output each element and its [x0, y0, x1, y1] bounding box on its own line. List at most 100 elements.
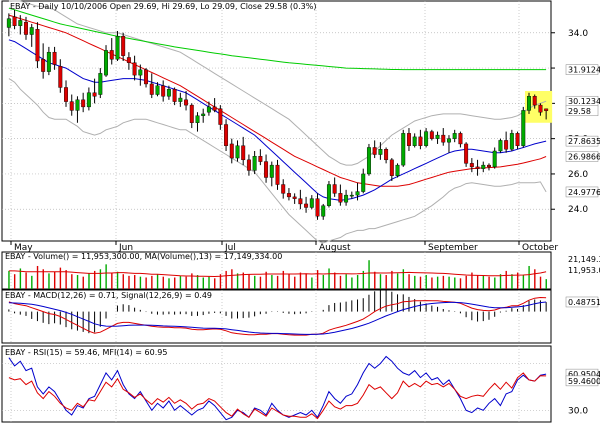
candle-body — [321, 205, 326, 217]
price-label: 29.58 — [568, 107, 591, 116]
volume-bar — [36, 265, 39, 289]
volume-bar — [534, 269, 536, 289]
volume-bar — [25, 272, 27, 289]
volume-bar — [219, 274, 222, 289]
candle-body — [258, 156, 263, 162]
candle-body — [412, 136, 417, 146]
volume-bar — [259, 276, 262, 289]
candle-body — [166, 89, 171, 97]
price-label: 31.9124 — [568, 66, 600, 75]
volume-bar — [151, 275, 153, 289]
candle-body — [69, 101, 74, 111]
volume-bar — [71, 274, 73, 289]
candle-body — [184, 99, 189, 106]
candle-body — [218, 108, 223, 125]
candle-body — [126, 57, 131, 63]
candle-body — [189, 104, 194, 123]
candle-body — [104, 50, 108, 76]
volume-bar — [179, 275, 182, 289]
macd-signal-line — [8, 301, 547, 335]
volume-bar — [494, 277, 496, 289]
volume-bar — [454, 277, 456, 289]
candle-body — [389, 159, 394, 176]
volume-bar — [76, 275, 79, 289]
candle-body — [178, 97, 183, 102]
price-label: 24.9776 — [568, 188, 600, 197]
volume-bar — [82, 276, 84, 289]
volume-bar — [48, 273, 50, 289]
price-tick-label: 34.0 — [568, 29, 588, 39]
volume-bar — [53, 271, 56, 289]
volume-bar — [134, 275, 136, 289]
rsi-line — [8, 372, 547, 420]
volume-bar — [425, 275, 427, 289]
volume-bar — [225, 270, 227, 289]
candle-body — [18, 20, 23, 26]
candle-body — [527, 96, 531, 111]
candle-body — [309, 198, 314, 208]
candle-body — [161, 85, 166, 97]
candle-body — [212, 106, 217, 111]
candle-body — [132, 62, 137, 76]
price-label-box — [565, 105, 599, 117]
candle-body — [224, 124, 229, 146]
volume-bar — [471, 272, 473, 289]
volume-bar — [334, 272, 336, 289]
volume-bar — [265, 271, 267, 289]
candle-body — [52, 51, 57, 65]
month-label: Jun — [118, 243, 133, 253]
candle-body — [229, 143, 234, 159]
volume-bar — [476, 275, 479, 289]
candle-body — [366, 147, 371, 175]
candle-body — [172, 89, 177, 102]
candle-body — [401, 133, 406, 166]
volume-bar — [345, 274, 347, 289]
volume-bar — [299, 272, 302, 289]
candle-body — [464, 143, 469, 164]
volume-bar — [128, 275, 130, 289]
candle-body — [355, 191, 360, 196]
volume-axis-label: 21,149.33 — [568, 255, 600, 264]
candle-body — [12, 16, 17, 26]
volume-bar — [93, 270, 96, 289]
candle-body — [58, 66, 63, 88]
candle-body — [429, 131, 434, 139]
macd-panel-label: EBAY - MACD(12,26) = 0.71, Signal(12,26,… — [5, 291, 212, 300]
candle-body — [538, 104, 543, 113]
candle-body — [138, 69, 143, 76]
candle-body — [487, 164, 491, 168]
candle-body — [264, 161, 269, 178]
volume-bar — [31, 275, 33, 289]
volume-bar — [488, 276, 490, 289]
rsi-axis-label: 59.4600 — [568, 377, 600, 386]
candle-body — [418, 136, 423, 146]
candle-body — [481, 164, 486, 169]
candle-body — [98, 73, 103, 95]
candle-body — [544, 108, 549, 111]
rsi-panel-label: EBAY - RSI(15) = 59.46, MFI(14) = 60.95 — [5, 348, 167, 357]
candle-body — [395, 164, 400, 176]
candle-body — [424, 131, 429, 146]
volume-bar — [419, 276, 422, 289]
candle-body — [75, 99, 80, 111]
price-label-box — [565, 135, 599, 147]
rsi-axis-label: 60.9504 — [568, 370, 600, 379]
price-label-box — [565, 151, 599, 162]
rsi-panel-frame — [1, 345, 552, 423]
macd-axis-label-box — [565, 296, 599, 308]
candle-body — [29, 27, 34, 35]
candle-body — [315, 198, 320, 217]
candle-body — [441, 134, 446, 143]
volume-panel-frame — [1, 251, 552, 290]
candle-body — [378, 149, 383, 155]
candle-body — [86, 92, 91, 108]
candle-body — [81, 99, 86, 108]
candle-body — [241, 145, 246, 161]
volume-bar — [362, 270, 365, 289]
volume-bar — [162, 276, 164, 289]
candle-body — [361, 173, 366, 192]
price-label-box — [565, 64, 599, 75]
candle-body — [64, 87, 68, 102]
volume-bar — [282, 270, 285, 289]
